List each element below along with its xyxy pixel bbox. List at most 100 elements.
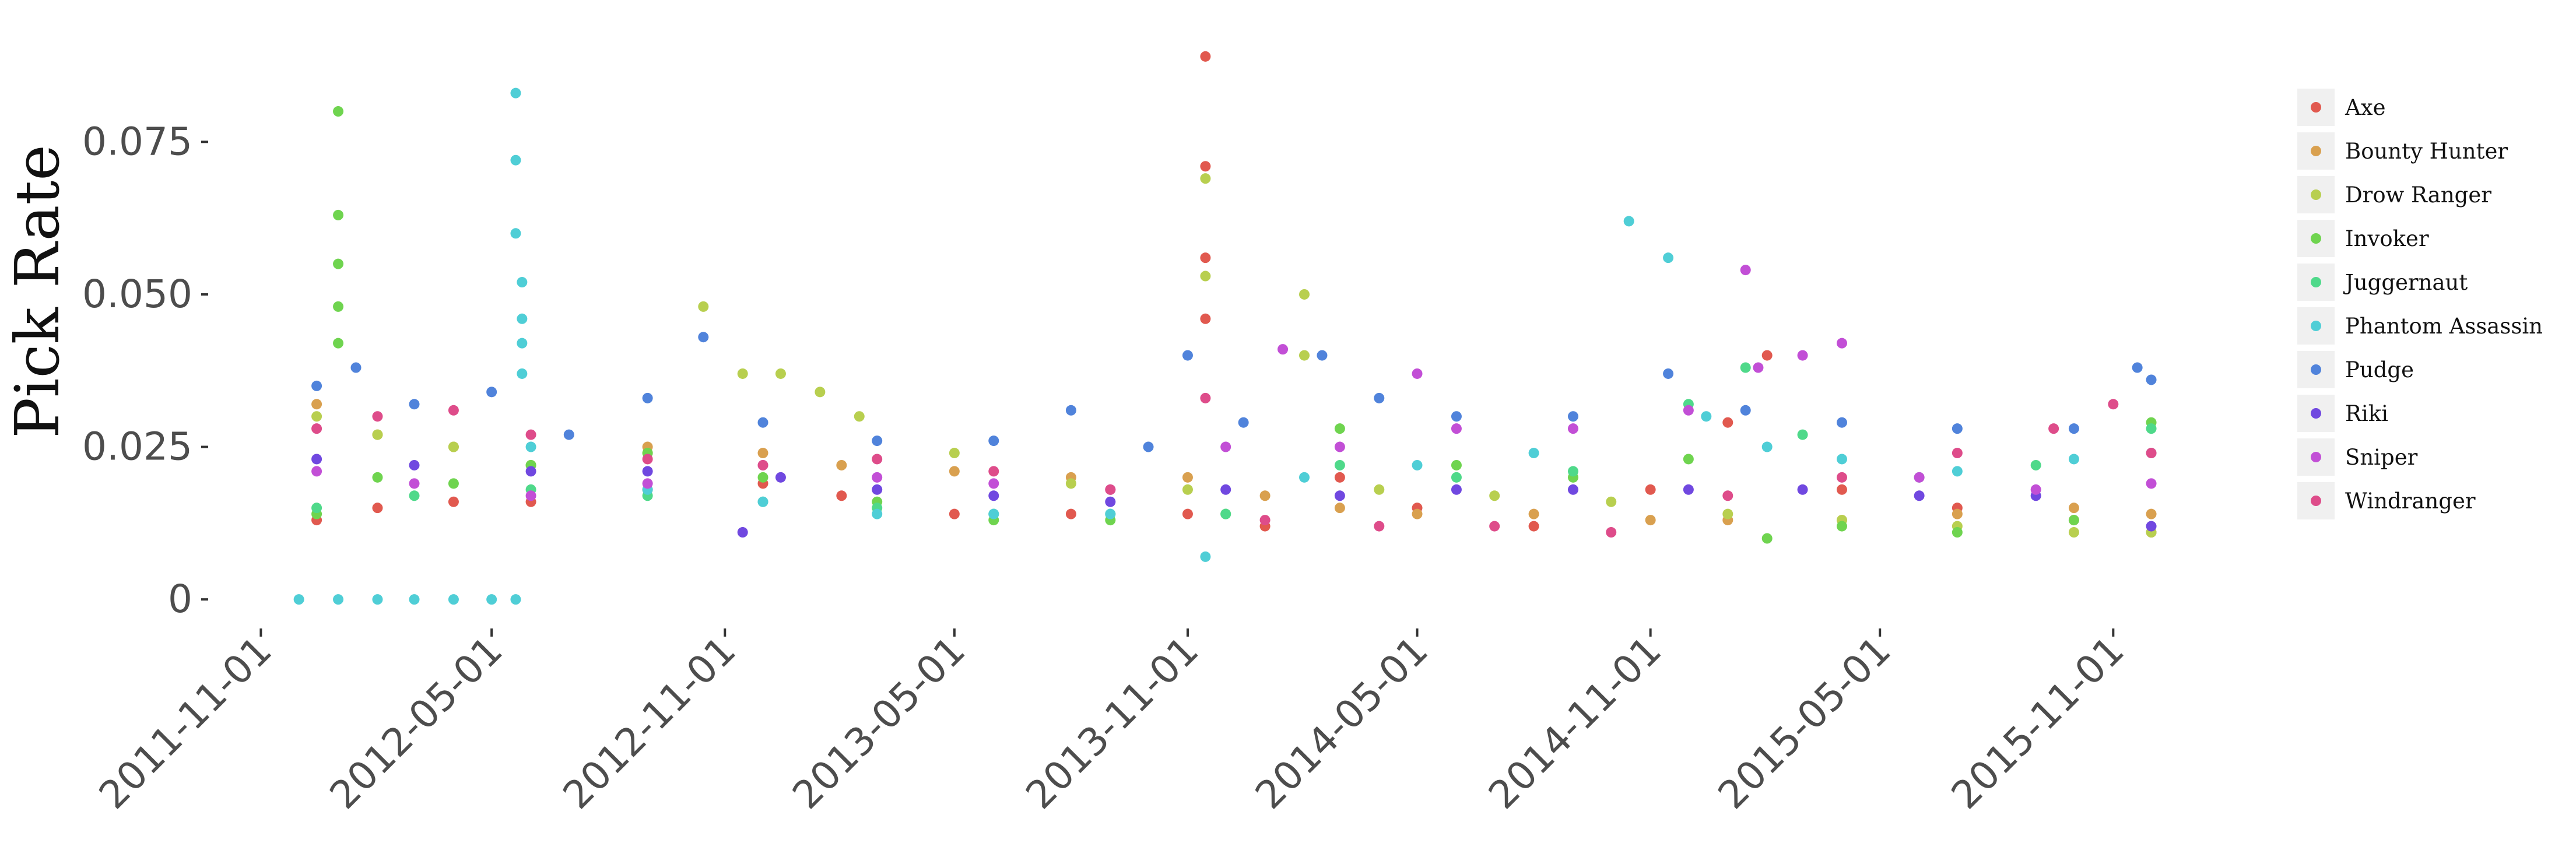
data-point: [1761, 441, 1773, 452]
legend-marker: [2311, 364, 2321, 375]
data-point: [1200, 161, 1211, 172]
data-point: [2108, 399, 2119, 410]
series-sniper: [311, 265, 2157, 501]
data-point: [1836, 521, 1847, 532]
data-point: [1334, 459, 1345, 470]
series-axe: [311, 51, 2157, 538]
data-point: [1836, 417, 1847, 428]
data-point: [1374, 392, 1385, 403]
x-axis: 2011-11-01 2012-05-01 2012-11-01 2013-05-01…: [90, 628, 2133, 818]
data-point: [757, 459, 768, 470]
data-point: [872, 484, 883, 495]
data-point: [1683, 484, 1694, 495]
data-point: [949, 508, 960, 519]
x-tick-label: 2011-11-01: [90, 628, 280, 818]
legend-label: Juggernaut: [2343, 270, 2468, 295]
data-point: [988, 466, 999, 477]
data-point: [1451, 411, 1462, 422]
data-point: [1182, 472, 1193, 483]
data-point: [872, 472, 883, 483]
data-point: [311, 503, 322, 514]
data-point: [333, 338, 344, 349]
legend: Axe Bounty Hunter Drow Ranger Invoker Jugger…: [2297, 89, 2543, 519]
data-point: [311, 380, 322, 391]
data-point: [1740, 362, 1751, 373]
series-juggernaut: [311, 362, 2157, 519]
data-point: [1412, 459, 1423, 470]
data-point: [1451, 423, 1462, 434]
data-point: [1451, 459, 1462, 470]
data-point: [1374, 484, 1385, 495]
data-point: [1065, 508, 1076, 519]
data-point: [2146, 508, 2157, 519]
legend-marker: [2311, 277, 2321, 287]
data-point: [1952, 508, 1963, 519]
legend-label: Phantom Assassin: [2345, 314, 2543, 339]
data-point: [1623, 216, 1634, 227]
legend-marker: [2311, 496, 2321, 506]
x-tick-label: 2015-11-01: [1943, 628, 2133, 818]
data-point: [1182, 350, 1193, 361]
data-point: [1334, 441, 1345, 452]
data-point: [372, 472, 383, 483]
data-point: [1299, 350, 1310, 361]
y-tick-label: 0.050: [82, 272, 192, 317]
data-point: [333, 209, 344, 220]
data-point: [409, 478, 420, 489]
data-point: [1663, 368, 1674, 379]
data-point: [1200, 252, 1211, 264]
data-point: [1489, 490, 1500, 501]
data-point: [486, 387, 497, 398]
data-point: [1220, 484, 1231, 495]
y-tick-label: 0: [168, 577, 192, 621]
data-point: [2068, 454, 2079, 465]
x-tick-label: 2013-05-01: [784, 628, 974, 818]
data-point: [872, 454, 883, 465]
x-tick-label: 2014-11-01: [1480, 628, 1670, 818]
data-point: [1683, 405, 1694, 416]
legend-marker: [2311, 233, 2321, 244]
legend-marker: [2311, 102, 2321, 113]
data-point: [1528, 521, 1539, 532]
data-point: [1797, 484, 1808, 495]
data-point: [1259, 515, 1271, 526]
data-point: [1334, 503, 1345, 514]
data-point: [1200, 51, 1211, 62]
data-point: [1952, 423, 1963, 434]
data-point: [737, 527, 748, 538]
data-point: [1105, 484, 1116, 495]
data-point: [525, 429, 536, 440]
series-windranger: [311, 392, 2157, 538]
data-point: [757, 472, 768, 483]
data-point: [1836, 454, 1847, 465]
data-point: [448, 441, 459, 452]
data-point: [775, 368, 786, 379]
data-point: [409, 490, 420, 501]
data-point: [311, 411, 322, 422]
data-point: [1645, 515, 1656, 526]
data-point: [517, 277, 528, 288]
data-point: [1451, 472, 1462, 483]
data-point: [1952, 466, 1963, 477]
series-riki: [311, 454, 2157, 538]
data-point: [1528, 448, 1539, 459]
data-point: [409, 459, 420, 470]
data-point: [1489, 521, 1500, 532]
data-point: [311, 423, 322, 434]
data-point: [448, 478, 459, 489]
series-bounty-hunter: [311, 399, 2157, 526]
data-point: [1740, 405, 1751, 416]
data-point: [1722, 490, 1733, 501]
legend-label: Invoker: [2345, 226, 2429, 251]
data-point: [757, 448, 768, 459]
data-point: [1683, 454, 1694, 465]
data-point: [815, 387, 826, 398]
series-invoker: [311, 106, 2157, 544]
data-point: [448, 594, 459, 605]
y-tick-label: 0.025: [82, 424, 192, 469]
legend-label: Riki: [2345, 401, 2388, 426]
legend-marker: [2311, 321, 2321, 331]
data-point: [2146, 521, 2157, 532]
data-point: [409, 399, 420, 410]
data-point: [448, 496, 459, 507]
